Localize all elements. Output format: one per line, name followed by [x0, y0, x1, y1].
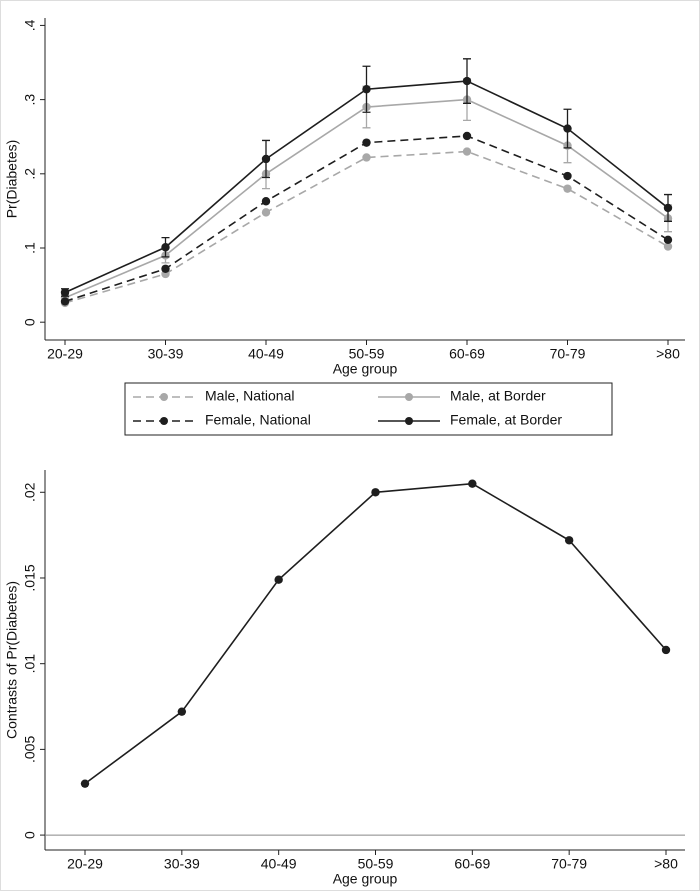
x-tick-label: 20-29 [67, 856, 103, 872]
point [563, 124, 572, 133]
x-tick-label: 30-39 [148, 346, 184, 362]
y-tick-label: .005 [22, 736, 38, 763]
y-tick-label: .2 [22, 168, 38, 180]
point [564, 536, 574, 545]
point [362, 153, 371, 162]
point [274, 575, 283, 584]
x-tick-label: >80 [656, 346, 680, 362]
point [161, 243, 170, 252]
x-tick-label: 70-79 [551, 856, 587, 872]
point [462, 76, 472, 86]
x-tick-label: >80 [654, 856, 678, 872]
x-tick-label: 20-29 [47, 346, 83, 362]
legend-label: Female, National [205, 412, 311, 428]
x-tick-label: 50-59 [358, 856, 394, 872]
legend-label: Male, National [205, 388, 295, 404]
point [60, 288, 70, 297]
y-tick-label: .015 [22, 564, 38, 591]
point [362, 85, 371, 94]
y-tick-label: 0 [22, 318, 38, 326]
point [663, 235, 673, 245]
point [663, 203, 673, 213]
y-tick-label: .01 [22, 654, 38, 674]
point [261, 154, 271, 164]
point [261, 208, 271, 217]
y-tick-label: .4 [22, 19, 38, 31]
point [563, 171, 572, 181]
y-tick-label: .02 [22, 482, 38, 502]
y-axis-title: Pr(Diabetes) [4, 140, 20, 219]
point [462, 131, 472, 141]
x-tick-label: 30-39 [164, 856, 200, 872]
y-axis-title: Contrasts of Pr(Diabetes) [4, 581, 20, 739]
point [362, 138, 371, 147]
legend-box [124, 382, 613, 436]
legend-marker [160, 417, 168, 425]
x-tick-label: 40-49 [261, 856, 297, 872]
x-tick-label: 40-49 [248, 346, 284, 362]
legend-marker [160, 393, 168, 401]
point [468, 479, 477, 488]
x-axis-title: Age group [333, 871, 398, 887]
x-tick-label: 70-79 [550, 346, 586, 362]
y-tick-label: 0 [22, 831, 38, 839]
point [661, 645, 671, 655]
legend-marker [405, 417, 413, 425]
legend-label: Female, at Border [450, 412, 562, 428]
point [371, 488, 380, 497]
point [663, 242, 673, 251]
x-tick-label: 50-59 [349, 346, 385, 362]
x-tick-label: 60-69 [454, 856, 490, 872]
legend-marker [405, 393, 413, 401]
point [462, 147, 472, 156]
point [60, 297, 70, 306]
point [563, 184, 572, 193]
x-axis-title: Age group [333, 361, 398, 377]
point [261, 197, 271, 206]
y-tick-label: .1 [22, 242, 38, 254]
x-tick-label: 60-69 [449, 346, 485, 362]
point [177, 707, 187, 716]
point [80, 779, 90, 788]
point [161, 264, 170, 273]
legend-label: Male, at Border [450, 388, 546, 404]
y-tick-label: .3 [22, 94, 38, 106]
